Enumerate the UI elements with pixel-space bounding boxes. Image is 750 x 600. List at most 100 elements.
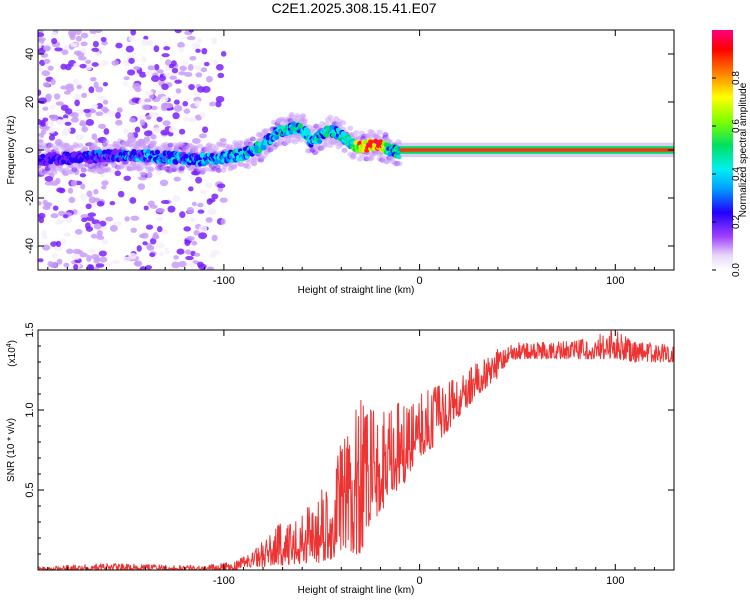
spectrogram-halo-cell	[46, 169, 53, 175]
snr-marks	[37, 330, 675, 571]
spectrogram-noise-cell	[109, 200, 116, 206]
spectrogram-noise-cell	[42, 106, 49, 111]
spectrogram-noise-cell	[156, 217, 163, 222]
spectrogram-noise-cell	[138, 176, 147, 181]
spectrogram-halo-cell	[347, 125, 354, 131]
spectrogram-noise-cell	[204, 182, 213, 189]
spectrogram-ridge-cell	[261, 145, 267, 151]
spectrogram-x-tick-label: 100	[606, 275, 624, 287]
spectrogram-noise-cell	[101, 238, 109, 246]
spectrogram-noise-cell	[55, 101, 64, 106]
spectrogram-noise-cell	[99, 256, 108, 263]
spectrogram-noise-cell	[156, 242, 166, 248]
spectrogram-noise-cell	[191, 201, 197, 207]
spectrogram-noise-cell	[80, 41, 88, 47]
spectrogram-noise-cell	[145, 70, 153, 77]
spectrogram-noise-cell	[105, 262, 113, 267]
spectrogram-noise-cell	[65, 83, 74, 88]
spectrogram-noise-cell	[64, 121, 72, 126]
spectrogram-halo-cell	[105, 167, 112, 173]
spectrogram-y-tick-label: -20	[24, 190, 36, 206]
spectrogram-noise-cell	[85, 59, 92, 65]
spectrogram-halo-cell	[262, 128, 269, 134]
spectrogram-ridge-cell	[154, 149, 160, 155]
spectrogram-noise-cell	[61, 49, 69, 55]
spectrogram-noise-cell	[129, 197, 137, 204]
spectrogram-noise-cell	[63, 232, 72, 237]
spectrogram-noise-cell	[183, 108, 191, 114]
spectrogram-noise-cell	[86, 190, 93, 198]
spectrogram-halo-cell	[294, 113, 301, 119]
spectrogram-halo-cell	[101, 145, 108, 151]
spectrogram-noise-cell	[178, 47, 185, 53]
spectrogram-noise-cell	[196, 261, 204, 268]
spectrogram-noise-cell	[153, 45, 160, 53]
spectrogram-noise-cell	[139, 71, 147, 78]
spectrogram-halo-cell	[239, 140, 246, 146]
spectrogram-noise-cell	[51, 253, 58, 259]
spectrogram-noise-cell	[95, 263, 105, 268]
spectrogram-noise-cell	[38, 97, 47, 105]
spectrogram-noise-cell	[54, 47, 63, 52]
spectrogram-noise-cell	[207, 266, 215, 270]
spectrogram-noise-cell	[75, 134, 84, 141]
spectrogram-noise-cell	[71, 253, 81, 260]
spectrogram-noise-cell	[41, 229, 47, 237]
spectrogram-ridge-cell	[377, 139, 384, 145]
spectrogram-noise-cell	[215, 63, 224, 71]
spectrogram-noise-cell	[209, 101, 216, 107]
spectrogram-noise-cell	[186, 36, 196, 41]
spectrogram-noise-cell	[152, 127, 161, 132]
spectrogram-noise-cell	[205, 217, 213, 223]
colorbar-label: Normalized spectral amplitude	[738, 82, 749, 217]
spectrogram-noise-cell	[51, 37, 58, 45]
spectrogram-noise-cell	[129, 117, 136, 123]
spectrogram-noise-cell	[147, 40, 154, 47]
spectrogram-noise-cell	[38, 41, 42, 49]
colorbar-tick-label: 0.8	[731, 71, 742, 85]
spectrogram-noise-cell	[64, 126, 71, 134]
spectrogram-noise-cell	[211, 37, 218, 45]
spectrogram-noise-cell	[179, 211, 186, 219]
spectrogram-halo-cell	[197, 143, 204, 149]
spectrogram-noise-cell	[191, 42, 201, 49]
spectrogram-noise-cell	[195, 72, 203, 78]
spectrogram-noise-cell	[136, 245, 142, 252]
spectrogram-noise-cell	[83, 108, 91, 113]
spectrogram-noise-cell	[95, 86, 104, 93]
spectrogram-noise-cell	[66, 217, 72, 223]
spectrogram-noise-cell	[42, 244, 51, 251]
spectrogram-x-tick-label: 0	[417, 275, 423, 287]
spectrogram-noise-cell	[130, 30, 137, 36]
spectrogram-halo-cell	[107, 143, 114, 149]
spectrogram-halo-cell	[301, 119, 308, 125]
spectrogram-noise-cell	[96, 235, 105, 240]
snr-scale-factor: (x104)	[6, 340, 18, 367]
spectrogram-noise-cell	[50, 31, 59, 37]
spectrogram-noise-cell	[101, 185, 107, 190]
spectrogram-noise-cell	[178, 260, 187, 268]
spectrogram-noise-cell	[38, 139, 44, 144]
spectrogram-noise-cell	[62, 214, 69, 219]
spectrogram-noise-cell	[183, 83, 190, 88]
spectrogram-noise-cell	[75, 35, 83, 42]
spectrogram-noise-cell	[70, 42, 79, 47]
spectrogram-noise-cell	[109, 225, 118, 232]
spectrogram-ridge-cell	[145, 148, 152, 154]
spectrogram-noise-cell	[197, 202, 204, 208]
spectrogram-noise-cell	[208, 198, 216, 203]
spectrogram-halo-cell	[288, 113, 295, 119]
spectrogram-noise-cell	[60, 238, 67, 245]
figure-title: C2E1.2025.308.15.41.E07	[271, 0, 436, 16]
spectrogram-noise-cell	[163, 46, 171, 51]
spectrogram-noise-cell	[182, 100, 189, 107]
spectrogram-noise-cell	[85, 226, 94, 232]
snr-panel: -100 0 100 0.5 1.0 1.5 Height of straight li…	[6, 322, 675, 596]
spectrogram-noise-cell	[116, 107, 123, 114]
spectrogram-noise-cell	[85, 203, 92, 210]
spectrogram-noise-cell	[76, 84, 82, 89]
spectrogram-noise-cell	[207, 208, 217, 215]
spectrogram-noise-cell	[55, 240, 62, 247]
spectrogram-noise-cell	[42, 117, 49, 122]
